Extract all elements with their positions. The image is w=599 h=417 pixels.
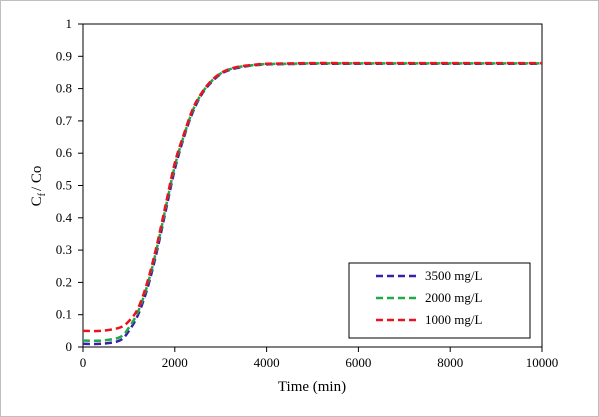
x-tick-label: 2000 bbox=[162, 355, 188, 370]
x-tick-label: 0 bbox=[80, 355, 87, 370]
x-tick-label: 6000 bbox=[345, 355, 371, 370]
y-tick-label: 0.6 bbox=[56, 145, 73, 160]
legend-label-1000: 1000 mg/L bbox=[425, 312, 482, 327]
series-line-2 bbox=[82, 61, 542, 333]
y-tick-label: 0.7 bbox=[56, 113, 73, 128]
y-axis-ticks: 0 0.1 0.2 0.3 0.4 0.5 0.6 0.7 0.8 0.9 1 bbox=[56, 16, 83, 354]
y-tick-label: 1 bbox=[66, 16, 73, 31]
y-tick-label: 0.9 bbox=[56, 48, 72, 63]
y-tick-label: 0.4 bbox=[56, 210, 73, 225]
x-axis-label: Time (min) bbox=[278, 379, 346, 395]
y-axis-label: Cf/ Co bbox=[29, 166, 48, 207]
series-lines bbox=[82, 61, 542, 346]
legend-label-3500: 3500 mg/L bbox=[425, 268, 482, 283]
x-tick-label: 8000 bbox=[437, 355, 463, 370]
legend: 3500 mg/L 2000 mg/L 1000 mg/L bbox=[348, 262, 531, 339]
x-tick-label: 4000 bbox=[254, 355, 280, 370]
x-tick-label: 10000 bbox=[526, 355, 559, 370]
y-tick-label: 0.5 bbox=[56, 178, 72, 193]
y-tick-label: 0 bbox=[66, 339, 73, 354]
y-tick-label: 0.8 bbox=[56, 81, 72, 96]
legend-label-2000: 2000 mg/L bbox=[425, 290, 482, 305]
x-axis-ticks: 0 2000 4000 6000 8000 10000 bbox=[80, 347, 559, 370]
y-tick-label: 0.3 bbox=[56, 242, 72, 257]
y-tick-label: 0.2 bbox=[56, 274, 72, 289]
y-tick-label: 0.1 bbox=[56, 307, 72, 322]
